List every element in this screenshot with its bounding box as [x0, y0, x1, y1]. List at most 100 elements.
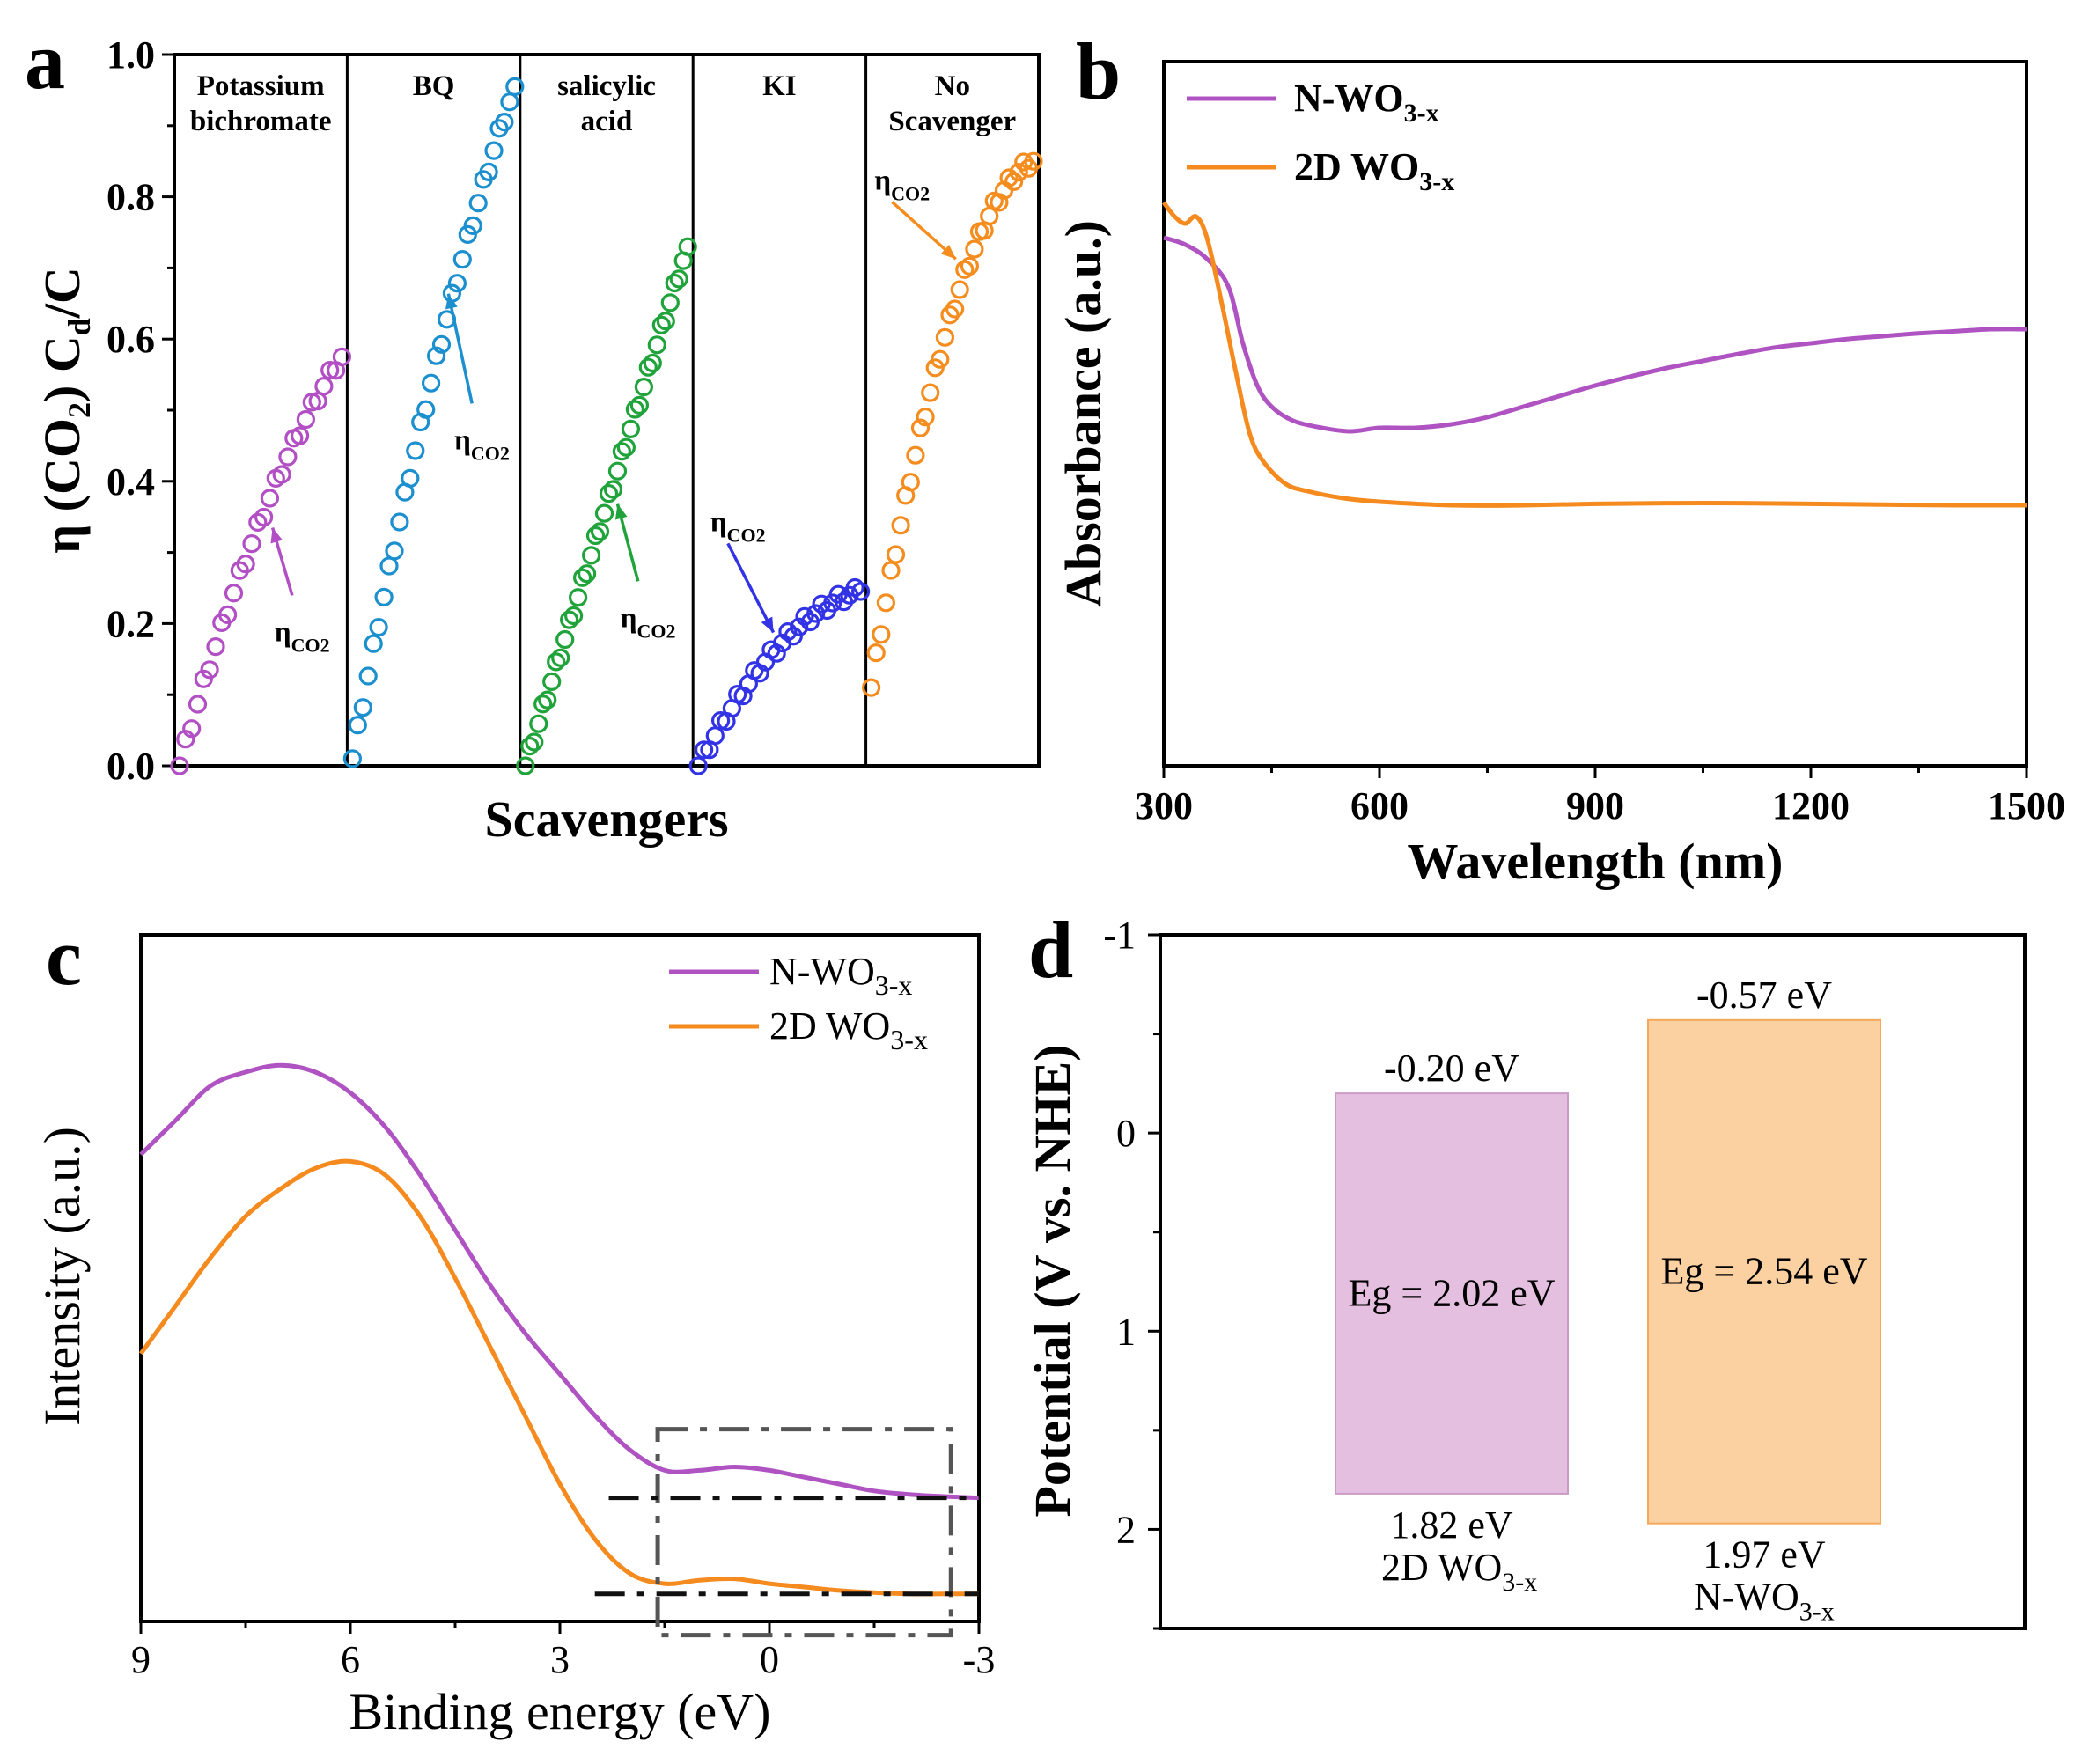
panel-d-band-bar — [1335, 1092, 1569, 1495]
panel-c-series-line — [138, 1158, 979, 1597]
panel-a-data-point — [525, 732, 544, 752]
panel-b-x-tick-label: 1200 — [1772, 784, 1850, 827]
panel-b-legend-label: 2D WO3-x — [1294, 145, 1454, 196]
panel-a-data-point — [577, 564, 597, 584]
panel-c-x-tick-label: 6 — [341, 1638, 360, 1681]
panel-a-segment-label: salicylic — [557, 70, 656, 102]
panel-c-x-tick-label: 3 — [550, 1638, 570, 1681]
panel-a-data-point — [625, 400, 645, 419]
panel-letter-b: b — [1076, 26, 1121, 116]
panel-a-data-point — [585, 526, 606, 546]
panel-a-data-point — [278, 447, 298, 467]
panel-a-data-point — [572, 568, 592, 587]
panel-a-data-point — [452, 250, 472, 269]
panel-c-x-label: Binding energy (eV) — [349, 1683, 771, 1740]
panel-d-material-label: 2D WO3-x — [1381, 1546, 1537, 1597]
panel-d-y-tick-label: 0 — [1116, 1112, 1136, 1155]
panel-b-lines — [1161, 201, 2027, 508]
panel-a-y-tick-label: 0.4 — [107, 460, 155, 503]
panel-letter-d: d — [1028, 905, 1073, 995]
panel-a-data-point — [694, 740, 714, 760]
panel-a-data-point — [850, 582, 871, 601]
panel-a-data-point — [921, 383, 940, 402]
panel-a-data-point — [643, 353, 662, 373]
panel-a-data-point — [581, 546, 601, 565]
panel-a-data-point — [431, 334, 452, 354]
panel-c-x-tick-label: -3 — [963, 1638, 996, 1681]
panel-d-y-ticks: -1 0 1 2 — [1103, 914, 1160, 1630]
panel-a-data-point — [547, 652, 566, 672]
panel-a-data-point — [332, 347, 351, 366]
panel-letter-c: c — [46, 912, 82, 1002]
panel-a-data-point — [935, 327, 955, 347]
panel-a-data-point — [910, 418, 931, 437]
panel-a-x-label: Scavengers — [484, 790, 728, 848]
panel-a-data-point — [603, 480, 623, 499]
panel-c-zoom-box — [655, 1427, 953, 1638]
panel-d-vb-label: 1.82 eV — [1390, 1503, 1513, 1547]
panel-a-data-point — [790, 617, 809, 636]
panel-a-data-point — [965, 239, 984, 259]
panel-b-x-tick-label: 600 — [1350, 784, 1409, 827]
panel-a-data-point — [750, 664, 769, 683]
panel-a-segment-label: bichromate — [190, 106, 332, 137]
panel-d-y-tick-label: 1 — [1116, 1310, 1136, 1353]
panel-a-data-point — [390, 512, 409, 532]
panel-a-data-point — [260, 489, 279, 508]
panel-a-data-point — [254, 507, 274, 527]
panel-c-x-tick-label: 0 — [760, 1638, 779, 1681]
panel-a-data-point — [468, 194, 488, 213]
panel-a-data-point — [806, 604, 826, 623]
panel-a-y-tick-label: 1.0 — [107, 33, 155, 77]
panel-c-y-label: Intensity (a.u.) — [33, 1127, 91, 1426]
panel-a-data-point — [931, 349, 950, 369]
panel-a-data-point — [990, 193, 1009, 212]
panel-a-data-point — [916, 408, 935, 427]
panel-a-data-point — [358, 666, 378, 686]
panel-c: 9 6 3 0 -3 N-WO3-x2D WO3-x Binding energy (e… — [33, 933, 996, 1740]
panel-a-data-point — [891, 516, 910, 535]
panel-a-y-label: η (CO2) Cd/C — [33, 267, 97, 554]
panel-a-data-point — [638, 357, 658, 377]
panel-a-data-point — [364, 634, 383, 653]
panel-a-data-point — [1024, 151, 1043, 171]
panel-a-data-point — [559, 610, 579, 629]
panel-c-legend: N-WO3-x2D WO3-x — [669, 950, 928, 1055]
panel-a-data-point — [660, 293, 680, 312]
panel-a-data-point — [1004, 172, 1024, 191]
panel-a-data-point — [784, 627, 803, 646]
panel-a-arrowhead — [940, 244, 956, 260]
panel-a-data-point — [647, 335, 666, 355]
panel-a-data-point — [634, 378, 654, 397]
panel-b-y-label: Absorbance (a.u.) — [1055, 220, 1112, 607]
panel-a-annotation-arrow — [726, 542, 776, 634]
panel-a-data-point — [688, 756, 708, 775]
panel-a-y-tick-label: 0.8 — [107, 176, 155, 219]
panel-c-legend-label: 2D WO3-x — [769, 1004, 928, 1055]
panel-a-data-point — [224, 584, 244, 603]
panel-a-segment-label: Scavenger — [888, 106, 1016, 137]
panel-b-x-tick-label: 1500 — [1988, 784, 2065, 827]
panel-a-data-point — [520, 736, 540, 756]
panel-a-data-point — [705, 726, 725, 746]
panel-a-y-tick-label: 0.2 — [107, 602, 155, 645]
panel-a-segment-label: No — [935, 70, 970, 102]
panel-a-data-point — [901, 473, 920, 492]
panel-a-data-point — [385, 541, 404, 561]
panel-a-data-point — [881, 561, 901, 580]
panel-a-data-point — [236, 555, 255, 574]
panel-c-legend-label: N-WO3-x — [769, 950, 912, 1001]
panel-a-data-point — [427, 346, 446, 365]
panel-b-series-line — [1163, 235, 2027, 434]
panel-a-data-point — [950, 280, 969, 299]
panel-a-data-point — [353, 698, 372, 717]
panel-a-y-tick-label: 0.0 — [107, 745, 155, 788]
panel-a-data-point — [656, 312, 675, 331]
panel-a-data-point — [422, 373, 441, 393]
panel-d-cb-label: -0.20 eV — [1384, 1047, 1519, 1090]
panel-c-lines — [138, 1062, 980, 1597]
panel-a-segment-label: acid — [581, 106, 633, 137]
panel-a-data-point — [484, 141, 504, 160]
panel-a-data-point — [242, 533, 261, 554]
